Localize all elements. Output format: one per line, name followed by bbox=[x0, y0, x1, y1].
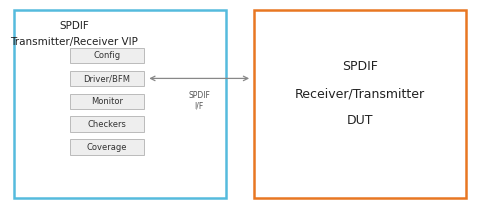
Text: DUT: DUT bbox=[347, 114, 373, 127]
Text: Receiver/Transmitter: Receiver/Transmitter bbox=[295, 87, 425, 100]
Text: Coverage: Coverage bbox=[86, 143, 127, 152]
FancyBboxPatch shape bbox=[14, 10, 226, 198]
Text: Driver/BFM: Driver/BFM bbox=[84, 74, 130, 83]
FancyBboxPatch shape bbox=[70, 94, 144, 109]
FancyBboxPatch shape bbox=[70, 139, 144, 155]
Text: SPDIF: SPDIF bbox=[60, 21, 89, 31]
Text: SPDIF
I/F: SPDIF I/F bbox=[188, 91, 210, 111]
FancyBboxPatch shape bbox=[70, 71, 144, 86]
Text: Transmitter/Receiver VIP: Transmitter/Receiver VIP bbox=[11, 37, 138, 47]
FancyBboxPatch shape bbox=[70, 48, 144, 63]
FancyBboxPatch shape bbox=[254, 10, 466, 198]
FancyBboxPatch shape bbox=[70, 116, 144, 132]
Text: Monitor: Monitor bbox=[91, 97, 123, 106]
Text: Config: Config bbox=[93, 51, 120, 60]
Text: SPDIF: SPDIF bbox=[342, 60, 378, 73]
Text: Checkers: Checkers bbox=[87, 120, 126, 129]
